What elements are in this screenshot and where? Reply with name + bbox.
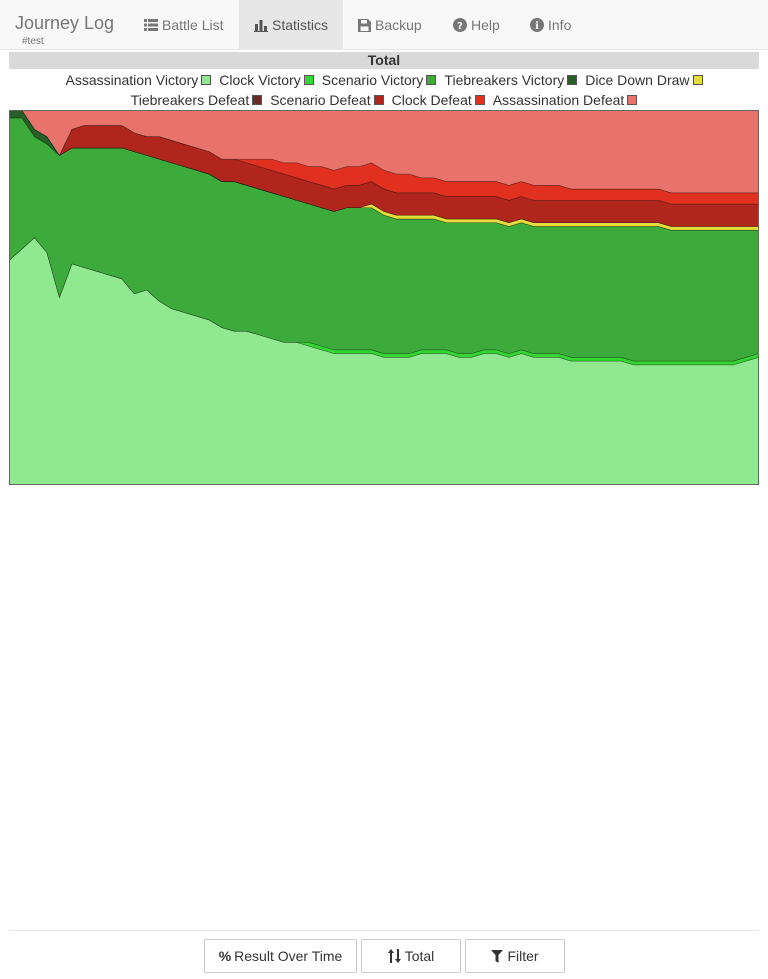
legend-swatch <box>567 75 578 85</box>
stacked-area-chart <box>9 110 759 485</box>
filter-icon <box>491 949 504 963</box>
total-button[interactable]: Total <box>361 939 461 973</box>
footer-divider <box>9 930 759 931</box>
info-circle-icon: i <box>530 18 544 32</box>
result-over-time-button[interactable]: % Result Over Time <box>204 939 357 973</box>
filter-button[interactable]: Filter <box>465 939 565 973</box>
navbar: Journey Log #test Battle List Statistics… <box>0 0 768 50</box>
legend-swatch <box>474 95 485 105</box>
legend-label: Assassination Defeat <box>492 92 625 108</box>
legend-swatch <box>303 75 314 85</box>
legend-item[interactable]: Clock Defeat <box>392 92 485 108</box>
nav-info-label: Info <box>548 17 572 33</box>
chart-legend-row-2: Tiebreakers Defeat Scenario Defeat Clock D… <box>9 92 759 108</box>
legend-swatch <box>426 75 437 85</box>
legend-item[interactable]: Dice Down Draw <box>585 72 703 88</box>
legend-label: Tiebreakers Defeat <box>130 92 250 108</box>
legend-item[interactable]: Scenario Victory <box>322 72 437 88</box>
chart-frame <box>9 110 759 485</box>
nav-statistics[interactable]: Statistics <box>239 0 343 50</box>
legend-swatch <box>627 95 638 105</box>
chart-title: Total <box>9 52 759 69</box>
filter-button-label: Filter <box>507 948 539 964</box>
app-subtitle: #test <box>22 36 44 47</box>
legend-swatch <box>692 75 703 85</box>
bar-chart-icon <box>254 19 268 32</box>
nav-battle-list-label: Battle List <box>162 17 224 33</box>
nav-backup[interactable]: Backup <box>343 0 438 50</box>
legend-label: Clock Defeat <box>391 92 472 108</box>
nav-backup-label: Backup <box>375 17 422 33</box>
nav-info[interactable]: i Info <box>515 0 587 50</box>
question-circle-icon: ? <box>453 18 467 32</box>
legend-item[interactable]: Clock Victory <box>219 72 314 88</box>
legend-label: Scenario Defeat <box>270 92 371 108</box>
legend-item[interactable]: Assassination Victory <box>65 72 212 88</box>
nav-help-label: Help <box>471 17 500 33</box>
svg-text:i: i <box>535 21 539 32</box>
percent-icon: % <box>218 948 232 964</box>
legend-label: Assassination Victory <box>65 72 199 88</box>
total-button-label: Total <box>404 948 435 964</box>
floppy-disk-icon <box>358 18 371 32</box>
legend-swatch <box>201 75 212 85</box>
app-title[interactable]: Journey Log <box>15 13 115 33</box>
svg-text:?: ? <box>457 21 463 32</box>
legend-swatch <box>252 95 263 105</box>
legend-item[interactable]: Tiebreakers Defeat <box>131 92 263 108</box>
list-icon <box>144 19 158 31</box>
result-over-time-label: Result Over Time <box>234 948 343 964</box>
legend-label: Dice Down Draw <box>585 72 690 88</box>
legend-item[interactable]: Assassination Defeat <box>493 92 638 108</box>
legend-label: Clock Victory <box>219 72 301 88</box>
legend-label: Scenario Victory <box>321 72 424 88</box>
nav-help[interactable]: ? Help <box>438 0 515 50</box>
legend-item[interactable]: Scenario Defeat <box>270 92 384 108</box>
nav-statistics-label: Statistics <box>271 17 328 33</box>
nav-battle-list[interactable]: Battle List <box>129 0 239 50</box>
sort-icon <box>387 949 401 963</box>
legend-item[interactable]: Tiebreakers Victory <box>444 72 578 88</box>
chart-legend-row-1: Assassination Victory Clock Victory Scenar… <box>9 72 759 88</box>
legend-label: Tiebreakers Victory <box>444 72 565 88</box>
legend-swatch <box>373 95 384 105</box>
